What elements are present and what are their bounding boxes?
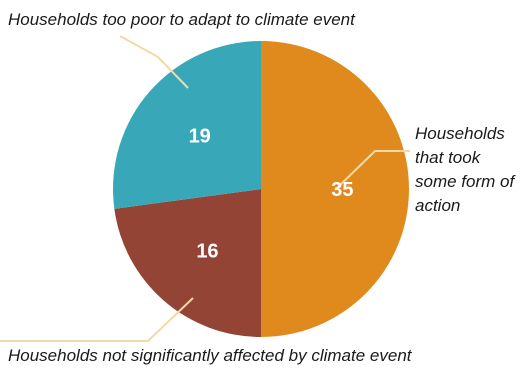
category-label-took-action: Households that took some form of action — [415, 124, 515, 215]
value-label-too-poor: 19 — [189, 125, 211, 147]
value-label-took-action: 35 — [331, 179, 353, 201]
leader-line-too-poor — [119, 35, 189, 89]
category-label-too-poor: Households too poor to adapt to climate … — [8, 10, 355, 29]
slice-too-poor — [112, 41, 261, 209]
category-label-not-affected: Households not significantly affected by… — [8, 346, 412, 365]
slice-not-affected — [114, 189, 261, 337]
value-label-not-affected: 16 — [196, 240, 218, 262]
leader-line-not-affected — [0, 297, 194, 342]
leader-line-took-action — [334, 150, 410, 191]
